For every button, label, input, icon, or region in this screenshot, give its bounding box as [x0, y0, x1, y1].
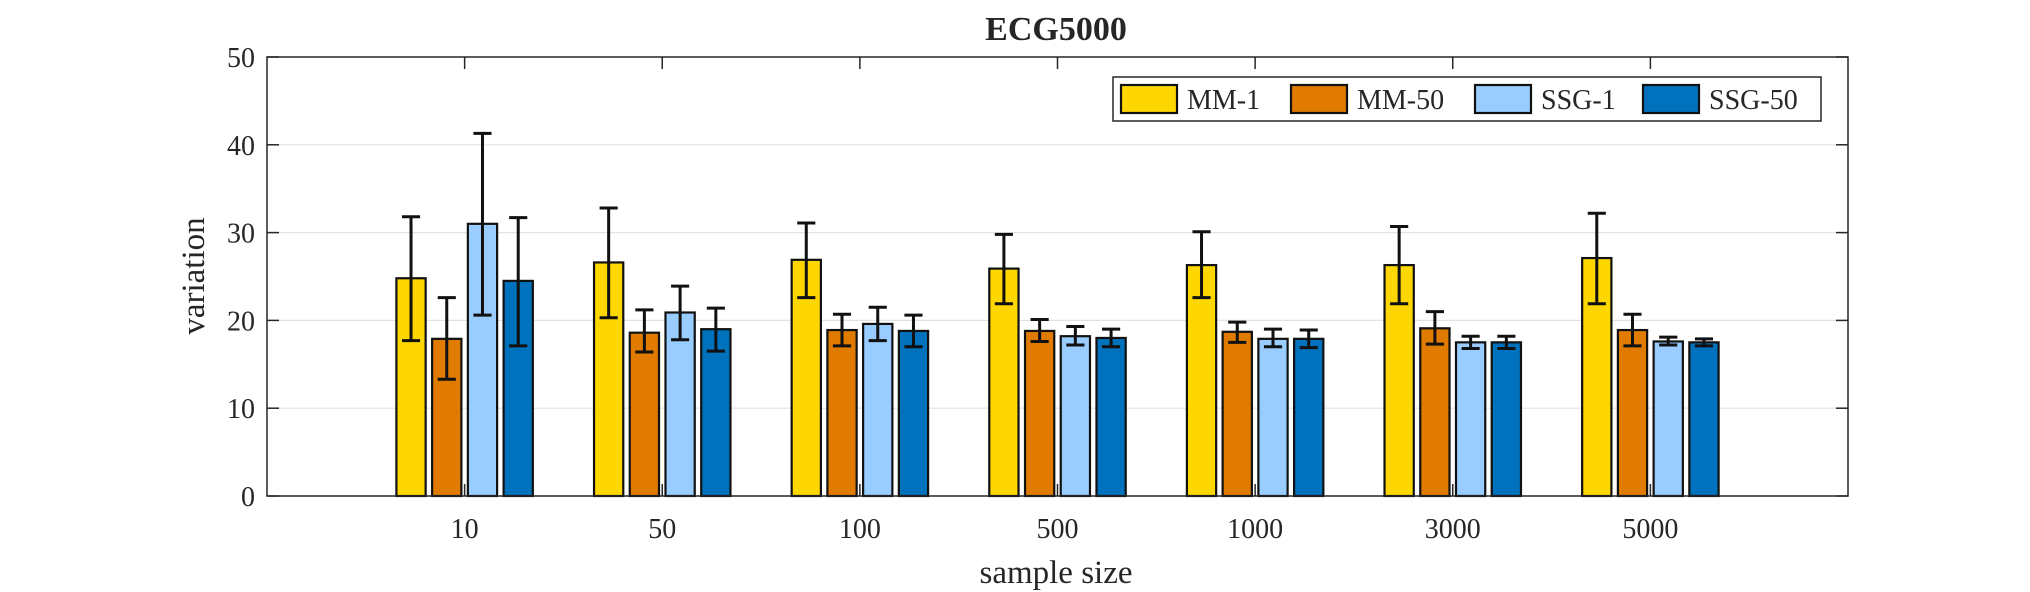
- y-tick-label: 20: [227, 306, 255, 337]
- axes: 0 10 20 30 40 50 10 50 100 500 1000 3000 5000: [227, 43, 1848, 545]
- y-axis-label: variation: [176, 217, 212, 334]
- bar: [1490, 341, 1523, 498]
- y-tick-label: 50: [227, 43, 255, 74]
- bar: [1652, 340, 1684, 498]
- bar: [1257, 337, 1289, 498]
- bar: [897, 329, 930, 498]
- bar: [1292, 337, 1325, 498]
- legend-label: MM-1: [1187, 85, 1260, 116]
- bars: [395, 222, 1720, 498]
- bar: [826, 328, 858, 498]
- x-tick-label: 10: [451, 514, 479, 545]
- x-tick-label: 500: [1037, 514, 1079, 545]
- bar: [700, 328, 732, 498]
- y-tick-label: 10: [227, 394, 255, 425]
- legend-swatch: [1289, 83, 1349, 115]
- bar: [1221, 330, 1253, 498]
- bar: [592, 261, 625, 498]
- x-axis-label: sample size: [979, 555, 1132, 591]
- bar: [1688, 341, 1720, 498]
- bar: [1419, 327, 1451, 498]
- error-bars: [401, 131, 1714, 381]
- legend-swatch: [1641, 83, 1701, 115]
- x-tick-label: 1000: [1227, 514, 1283, 545]
- bar: [1185, 263, 1218, 498]
- chart-title: ECG5000: [985, 11, 1127, 48]
- x-tick-label: 3000: [1425, 514, 1481, 545]
- legend-box: [1112, 76, 1822, 122]
- legend-label: SSG-50: [1709, 85, 1798, 116]
- bar: [1095, 336, 1127, 498]
- bar: [790, 258, 823, 498]
- legend-label: SSG-1: [1541, 85, 1616, 116]
- legend: MM-1 MM-50 SSG-1 SSG-50: [1112, 76, 1822, 122]
- x-tick-label: 100: [839, 514, 881, 545]
- legend-swatch: [1119, 83, 1179, 115]
- legend-swatch: [1473, 83, 1533, 115]
- bar: [1616, 328, 1649, 498]
- bar: [628, 331, 661, 498]
- bar: [988, 267, 1020, 498]
- bar: [1023, 329, 1056, 498]
- bar: [1059, 335, 1092, 498]
- y-tick-label: 40: [227, 131, 255, 162]
- y-tick-label: 0: [241, 482, 255, 513]
- bar: [862, 322, 894, 498]
- bar: [1454, 341, 1487, 498]
- x-tick-label: 50: [648, 514, 676, 545]
- y-tick-label: 30: [227, 219, 255, 250]
- x-tick-label: 5000: [1622, 514, 1678, 545]
- legend-label: MM-50: [1357, 85, 1444, 116]
